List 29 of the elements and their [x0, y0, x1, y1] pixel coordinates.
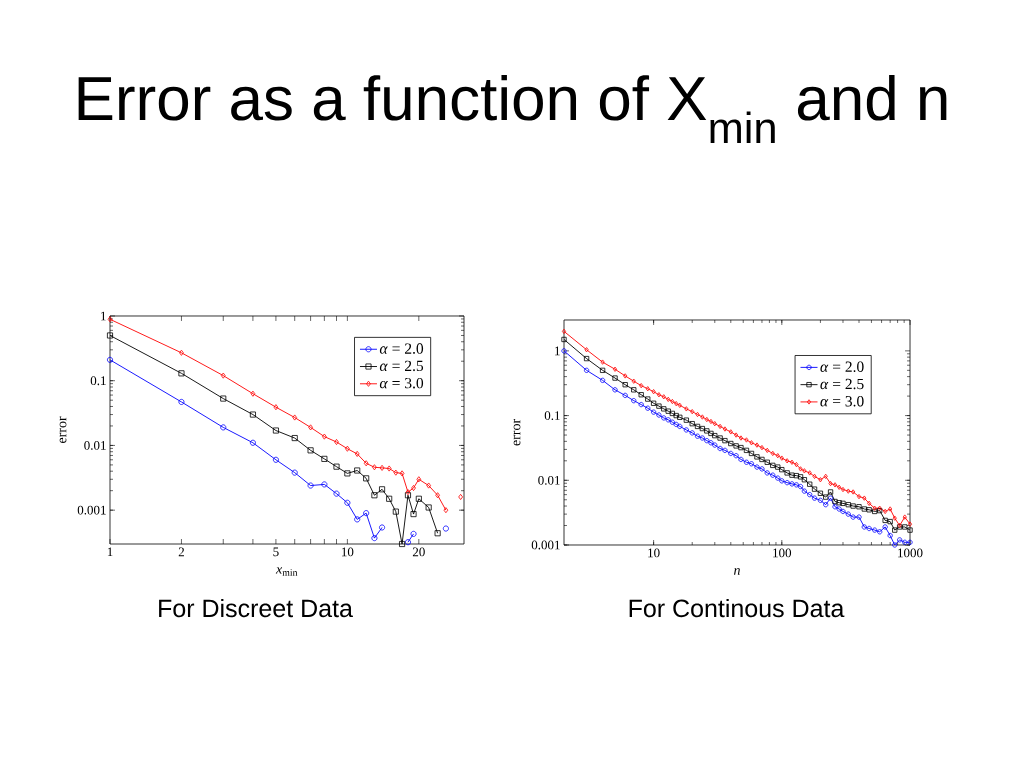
y-tick-label: 1 — [555, 346, 560, 356]
y-tick-label: 0.001 — [531, 540, 560, 550]
x-tick-label: 1 — [107, 547, 113, 557]
x-tick-label: 20 — [412, 547, 425, 557]
x-tick-label: 5 — [273, 547, 279, 557]
x-tick-label: 10 — [342, 547, 354, 557]
legend-label: α = 2.0 — [820, 361, 864, 373]
x-tick-label: 1000 — [898, 548, 923, 558]
x-axis-title: n — [734, 568, 740, 575]
x-tick-label: 100 — [773, 548, 792, 558]
legend-label: α = 2.0 — [379, 343, 424, 354]
y-tick-label: 1 — [101, 311, 106, 321]
legend-label: α = 2.5 — [379, 360, 424, 372]
y-tick-label: 0.1 — [90, 376, 106, 386]
y-tick-label: 0.01 — [538, 475, 560, 485]
text: For Discreet Data — [159, 598, 353, 618]
chart-title: Error as a function of X$_{min}$ and n — [78, 75, 947, 143]
y-tick-label: 0.001 — [77, 505, 106, 515]
y-axis-title: error — [59, 416, 67, 444]
x-tick-label: 10 — [648, 548, 660, 558]
y-tick-label: 0.1 — [544, 411, 560, 420]
y-tick-label: 0.01 — [84, 441, 106, 450]
x-axis-title: x$_{min}$ — [275, 567, 298, 576]
y-axis-title: error — [513, 419, 521, 446]
text: For Continous Data — [629, 598, 845, 618]
legend-label: α = 3.0 — [820, 396, 864, 407]
x-tick-label: 2 — [178, 547, 184, 557]
legend-label: α = 3.0 — [379, 377, 424, 389]
legend-label: α = 2.5 — [820, 378, 864, 390]
